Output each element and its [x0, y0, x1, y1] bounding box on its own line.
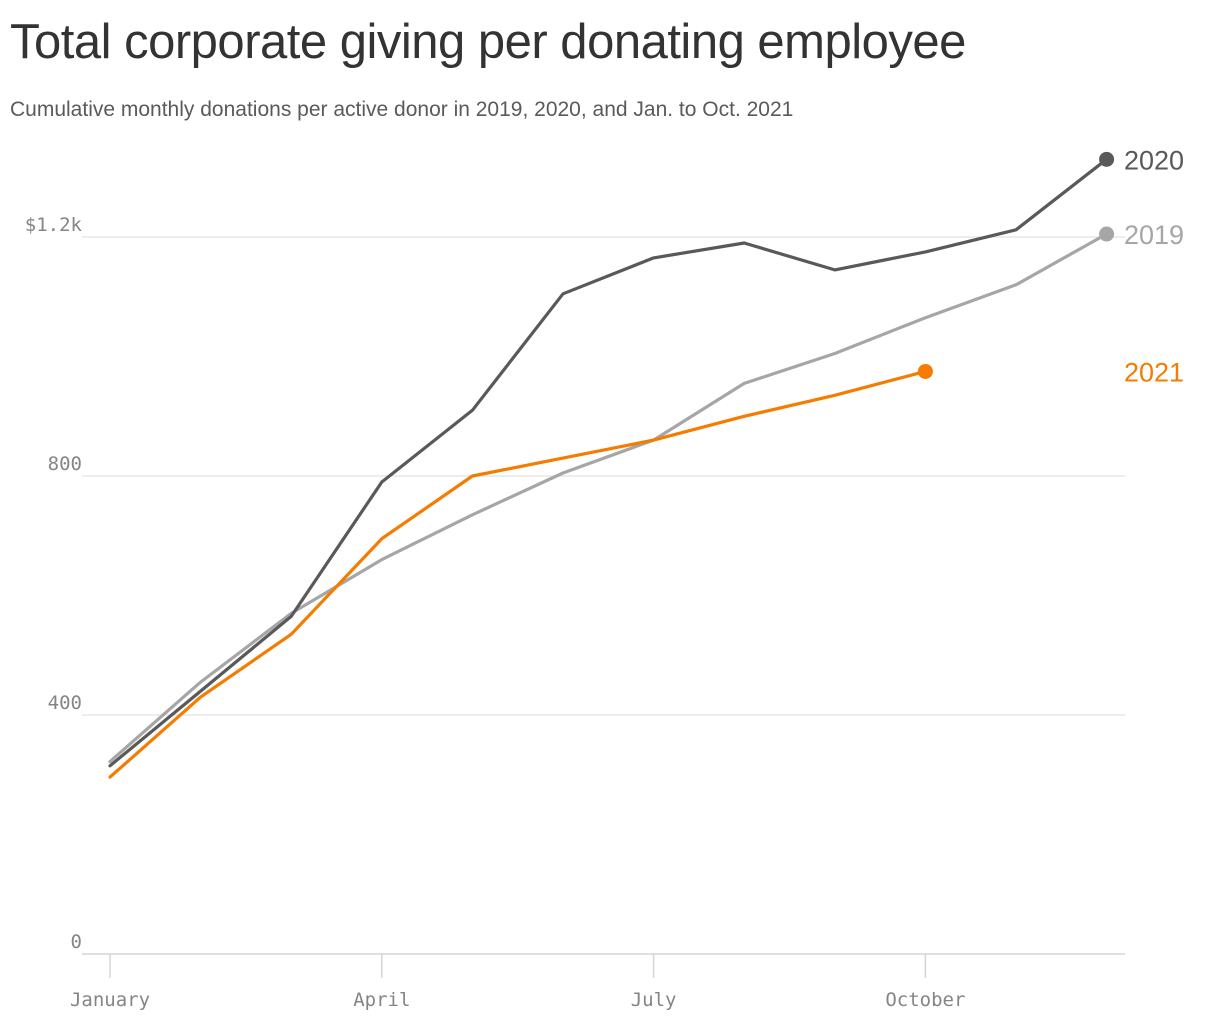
series-layer: [108, 151, 1115, 779]
grid-layer: [82, 236, 1125, 955]
chart-subtitle: Cumulative monthly donations per active …: [10, 98, 794, 121]
series-line-2020: [108, 157, 1109, 768]
y-axis-ticks: 0 400 800 $1.2k: [25, 214, 83, 953]
series-label-2019: 2019: [1124, 220, 1184, 250]
y-tick-label: $1.2k: [25, 214, 83, 236]
x-tick-label: October: [885, 989, 965, 1011]
x-axis-ticks: January April July October: [70, 954, 965, 1011]
x-tick-label: April: [353, 989, 410, 1011]
series-endpoint-2021: [917, 363, 933, 379]
series-line-2019: [108, 232, 1109, 764]
series-endpoint-2020: [1099, 151, 1115, 167]
series-endpoint-2019: [1099, 226, 1115, 242]
y-tick-label: 800: [48, 453, 82, 475]
series-labels: 2020 2019 2021: [1124, 145, 1184, 387]
y-tick-label: 400: [48, 692, 82, 714]
x-tick-label: January: [70, 989, 150, 1011]
series-line-2021: [108, 369, 928, 779]
y-tick-label: 0: [71, 931, 82, 953]
chart-title: Total corporate giving per donating empl…: [10, 15, 966, 69]
x-tick-label: July: [631, 989, 677, 1011]
series-label-2021: 2021: [1124, 357, 1184, 387]
series-label-2020: 2020: [1124, 145, 1184, 175]
